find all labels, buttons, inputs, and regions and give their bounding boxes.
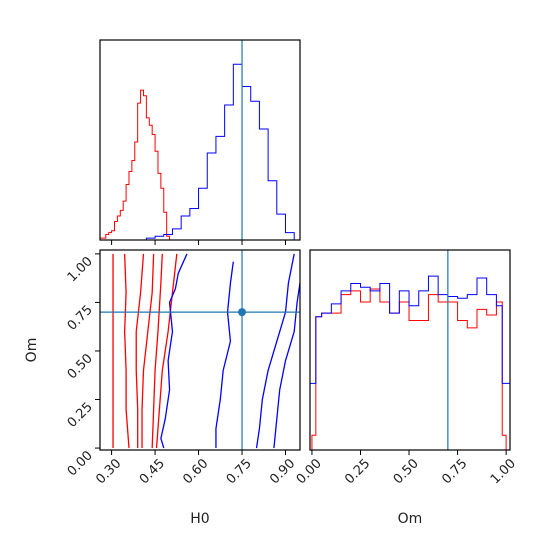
x-axis-label-h0: H0 xyxy=(190,511,209,527)
y-axis-label-om: Om xyxy=(24,338,40,363)
red-contour-3 xyxy=(141,253,155,449)
red-contour-2 xyxy=(135,253,145,449)
blue-contour-0 xyxy=(160,253,188,449)
h0-histogram-panel xyxy=(99,39,301,245)
red-contour-5 xyxy=(155,253,178,449)
blue-contour-3 xyxy=(273,282,301,449)
om-histogram-series-1 xyxy=(309,275,511,450)
red-contour-1 xyxy=(123,253,130,449)
contour-frame xyxy=(99,249,301,451)
red-contour-4 xyxy=(151,253,163,449)
h0-histogram-frame xyxy=(99,39,301,241)
blue-contour-2 xyxy=(255,253,295,449)
blue-contour-1 xyxy=(215,261,234,449)
h0-histogram-series-0 xyxy=(99,89,179,241)
h0-histogram-series-1 xyxy=(111,63,300,241)
x-axis-label-om: Om xyxy=(398,511,423,527)
reference-point-marker xyxy=(238,308,247,317)
om-histogram-frame xyxy=(309,249,511,451)
